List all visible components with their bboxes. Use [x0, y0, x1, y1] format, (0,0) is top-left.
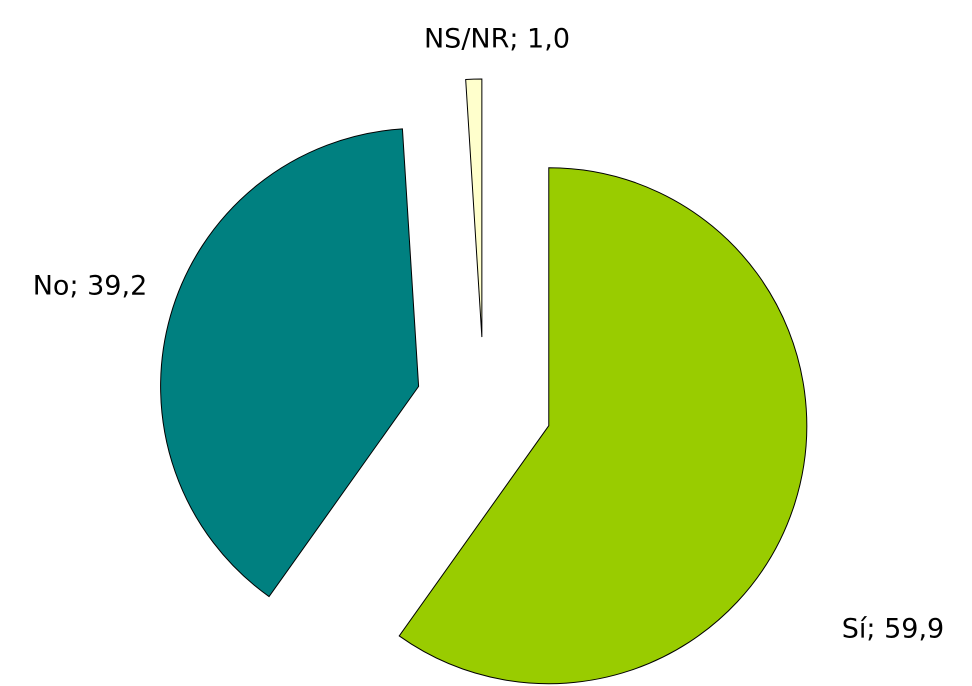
data-label: NS/NR; 1,0	[424, 24, 570, 55]
pie-slice	[465, 78, 483, 338]
data-label: Sí; 59,9	[842, 614, 944, 645]
pie-slice	[398, 167, 808, 685]
pie-slice	[160, 128, 420, 598]
data-label: No; 39,2	[33, 271, 148, 302]
